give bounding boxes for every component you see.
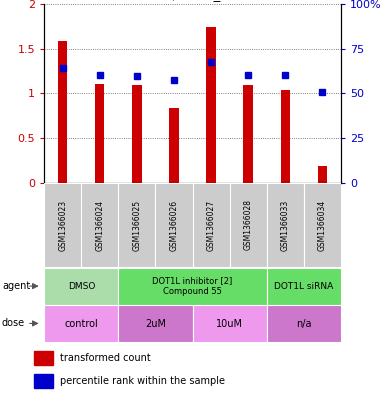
Text: percentile rank within the sample: percentile rank within the sample <box>60 376 225 386</box>
Bar <box>132 85 142 183</box>
Text: dose: dose <box>2 318 25 329</box>
Bar <box>206 27 216 183</box>
Text: GSM1366027: GSM1366027 <box>206 199 216 251</box>
Bar <box>267 305 341 342</box>
Text: DOT1L siRNA: DOT1L siRNA <box>274 282 333 291</box>
Bar <box>95 84 104 183</box>
FancyBboxPatch shape <box>81 183 119 267</box>
Text: transformed count: transformed count <box>60 353 151 363</box>
Text: DMSO: DMSO <box>68 282 95 291</box>
Bar <box>169 108 179 183</box>
Bar <box>243 85 253 183</box>
Text: GSM1366023: GSM1366023 <box>58 199 67 251</box>
Bar <box>44 305 119 342</box>
Text: DOT1L inhibitor [2]
Compound 55: DOT1L inhibitor [2] Compound 55 <box>152 277 233 296</box>
Bar <box>34 351 53 365</box>
Text: GSM1366026: GSM1366026 <box>169 199 179 251</box>
Bar <box>192 305 267 342</box>
FancyBboxPatch shape <box>229 183 267 267</box>
Bar <box>44 268 119 305</box>
Text: GSM1366028: GSM1366028 <box>244 200 253 250</box>
Text: agent: agent <box>2 281 30 291</box>
Bar <box>58 42 67 183</box>
Text: 2uM: 2uM <box>145 319 166 329</box>
Bar <box>119 305 192 342</box>
FancyBboxPatch shape <box>44 183 81 267</box>
Text: GSM1366024: GSM1366024 <box>95 199 104 251</box>
Text: GSM1366034: GSM1366034 <box>318 199 327 251</box>
Text: n/a: n/a <box>296 319 311 329</box>
FancyBboxPatch shape <box>267 183 304 267</box>
Text: GSM1366025: GSM1366025 <box>132 199 141 251</box>
Bar <box>34 374 53 388</box>
Bar <box>119 268 267 305</box>
Bar <box>318 166 327 183</box>
Bar <box>267 268 341 305</box>
FancyBboxPatch shape <box>156 183 192 267</box>
Bar <box>281 90 290 183</box>
Text: 10uM: 10uM <box>216 319 243 329</box>
Text: GSM1366033: GSM1366033 <box>281 199 290 251</box>
FancyBboxPatch shape <box>119 183 156 267</box>
Text: control: control <box>64 319 98 329</box>
Title: GDS5620 / ILMN_1813350: GDS5620 / ILMN_1813350 <box>106 0 279 1</box>
FancyBboxPatch shape <box>192 183 229 267</box>
FancyBboxPatch shape <box>304 183 341 267</box>
